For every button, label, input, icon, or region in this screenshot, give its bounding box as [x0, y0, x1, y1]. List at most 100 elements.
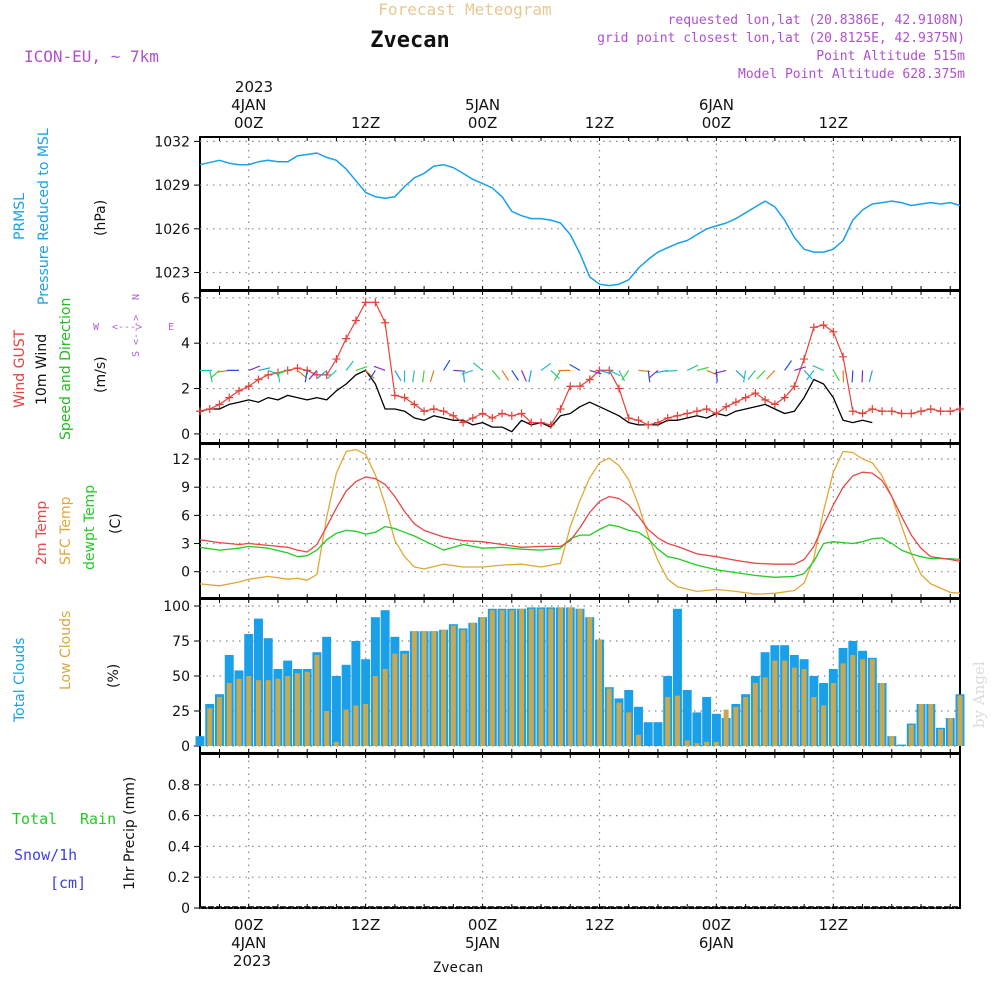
- pressure-unit-label: (hPa): [93, 200, 109, 236]
- low-clouds-bar: [713, 741, 719, 746]
- location-title: Zvecan: [370, 28, 449, 53]
- wind-gust-marker: [546, 420, 555, 429]
- wind-gust-marker: [507, 411, 516, 420]
- wind-gust-marker: [264, 370, 273, 379]
- wind-direction-arrow: [618, 370, 626, 382]
- low-clouds-bar: [216, 697, 222, 746]
- low-clouds-bar: [558, 607, 564, 746]
- wind-direction-arrow: [511, 370, 519, 381]
- wind-gust-marker: [410, 400, 419, 409]
- wind-panel: Wind GUST 10m Wind Speed and Direction (…: [12, 290, 964, 444]
- low-clouds-bar: [265, 680, 271, 746]
- low-clouds-bar: [470, 622, 476, 746]
- temperature-ytick-label: 3: [181, 537, 190, 553]
- wind-gust-marker: [946, 407, 955, 416]
- low-clouds-bar: [782, 660, 788, 746]
- low-clouds-bar: [489, 610, 495, 746]
- wind-direction-arrow: [520, 370, 527, 382]
- wind-direction-arrow: [784, 360, 792, 371]
- low-clouds-bar: [548, 608, 554, 746]
- temperature-panel: 2m Temp SFC Temp dewpt Temp (C) 0 3 6 9 12: [34, 443, 961, 599]
- prmsl-line: [199, 152, 961, 287]
- wind-gust-marker: [556, 404, 565, 413]
- low-clouds-bar: [460, 629, 466, 746]
- wind-gust-marker: [917, 407, 926, 416]
- temperature-ytick-label: 12: [172, 452, 190, 468]
- clouds-ytick-label: 75: [172, 634, 190, 650]
- wind-direction-arrow: [373, 365, 386, 371]
- requested-coords: requested lon,lat (20.8386E, 42.9108N): [668, 13, 965, 28]
- low-clouds-bar: [869, 659, 875, 746]
- low-clouds-bar: [402, 653, 408, 746]
- wind-direction-arrow: [714, 369, 727, 374]
- low-clouds-bar: [791, 667, 797, 746]
- total-clouds-bar: [702, 697, 712, 746]
- low-clouds-bar: [343, 709, 349, 746]
- wind-gust-marker: [429, 404, 438, 413]
- wind-direction-arrow: [540, 362, 552, 371]
- wind-gust-marker: [537, 418, 546, 427]
- wind-gust-marker: [731, 398, 740, 407]
- wind-gust-label: Wind GUST: [12, 329, 28, 408]
- total-clouds-bar: [682, 690, 692, 746]
- clouds-ytick-label: 25: [172, 704, 190, 720]
- wind-gust-marker: [722, 402, 731, 411]
- low-clouds-bar: [938, 729, 944, 746]
- total-clouds-bar: [653, 722, 663, 746]
- wind-gust-marker: [936, 407, 945, 416]
- compass-arrow-h: <--->: [112, 322, 142, 333]
- wind-gust-marker: [420, 407, 429, 416]
- low-clouds-bar: [236, 678, 242, 746]
- low-clouds-bar: [528, 608, 534, 746]
- low-clouds-bar: [626, 712, 632, 746]
- precip-ytick-label: 0.4: [168, 839, 190, 855]
- top-year-label: 2023: [235, 78, 273, 96]
- wind-gust-marker: [751, 389, 760, 398]
- low-clouds-bar: [255, 680, 261, 746]
- top-time-label: 00Z: [702, 114, 731, 132]
- wind-gust-marker: [829, 327, 838, 336]
- wind-direction-arrow: [648, 369, 659, 379]
- compass-s: S: [131, 351, 142, 357]
- precip-ytick-label: 0.8: [168, 778, 190, 794]
- temp-sfc-label: SFC Temp: [58, 496, 74, 565]
- wind-gust-marker: [361, 298, 370, 307]
- wind-gust-marker: [400, 393, 409, 402]
- wind-gust-marker: [858, 409, 867, 418]
- total-clouds-bar: [897, 744, 907, 746]
- low-clouds-bar: [324, 711, 330, 746]
- bottom-time-label: 00Z: [468, 916, 497, 934]
- temperature-frame: [199, 443, 961, 599]
- wind-gust-marker: [761, 395, 770, 404]
- wind-gust-marker: [897, 409, 906, 418]
- wind-direction-label: Speed and Direction: [58, 298, 74, 440]
- pressure-ytick-label: 1026: [154, 222, 190, 238]
- wind-gust-marker: [683, 409, 692, 418]
- top-time-label: 00Z: [234, 114, 263, 132]
- low-clouds-bar: [704, 741, 710, 746]
- wind-gust-marker: [225, 393, 234, 402]
- wind-direction-arrow: [443, 359, 451, 371]
- wind-gust-marker: [332, 355, 341, 364]
- wind-gust-marker: [624, 414, 633, 423]
- wind-direction-arrow: [304, 370, 308, 383]
- precip-ytick-label: 0: [181, 901, 190, 917]
- wind-gust-marker: [887, 407, 896, 416]
- wind-ytick-label: 6: [181, 291, 190, 307]
- low-clouds-bar: [431, 631, 437, 746]
- temp-dewpt-label: dewpt Temp: [82, 485, 98, 570]
- pressure-ytick-label: 1023: [154, 266, 190, 282]
- wind-gust-marker: [790, 382, 799, 391]
- wind-direction-arrow: [327, 369, 337, 379]
- wind-direction-arrow: [277, 370, 281, 383]
- wind-direction-arrow: [365, 369, 375, 380]
- wind-gust-marker: [819, 321, 828, 330]
- low-clouds-bar: [830, 683, 836, 746]
- pressure-frame: [199, 136, 961, 291]
- model-altitude: Model Point Altitude 628.375m: [738, 67, 965, 82]
- wind-gust-marker: [576, 382, 584, 391]
- wind-gust-marker: [312, 370, 321, 379]
- compass-w: W: [93, 322, 100, 333]
